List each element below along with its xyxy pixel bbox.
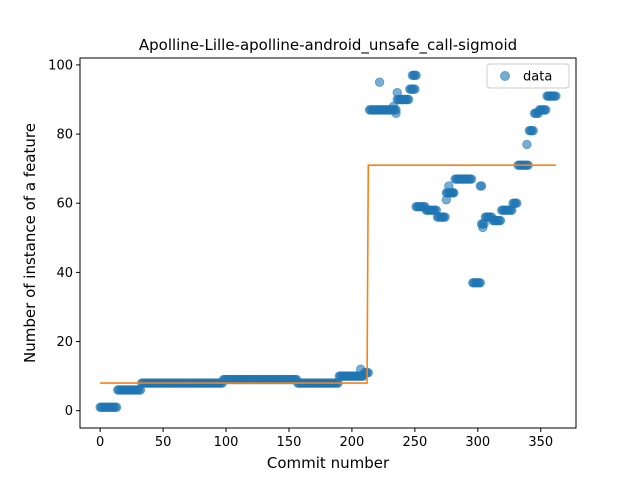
fit-line [100,164,556,384]
data-point [475,278,486,288]
data-point [391,108,401,119]
x-tick-label: 350 [528,435,553,450]
data-point [411,70,421,80]
x-tick-label: 150 [277,435,302,450]
data-point [447,188,458,198]
data-point [522,139,532,150]
data-point [437,212,448,222]
data-point [410,84,420,94]
legend-marker-data [500,71,510,81]
x-tick-label: 50 [155,435,172,450]
data-point [478,222,488,233]
data-point [363,367,373,378]
data-point [466,174,477,184]
plot-area [95,70,561,412]
data-point [111,402,122,412]
axes-frame [79,57,577,429]
y-tick-label: 60 [56,197,73,212]
data-point [397,94,407,105]
data-point [551,91,561,101]
y-tick-label: 0 [65,404,73,419]
x-tick-label: 100 [214,435,239,450]
y-tick-label: 100 [48,58,73,73]
data-point [392,87,402,98]
data-point [495,215,506,226]
x-tick-label: 200 [340,435,365,450]
y-axis-title: Number of instance of a feature [21,123,39,363]
legend-box [486,63,570,89]
y-tick-label: 80 [56,128,73,143]
y-tick-label: 40 [56,266,73,281]
data-point [541,105,551,115]
data-point [356,364,366,374]
data-point [528,125,538,136]
x-tick-label: 0 [96,435,104,450]
x-tick-label: 300 [465,435,490,450]
chart-title: Apolline-Lille-apolline-android_unsafe_c… [139,36,517,55]
x-axis-title: Commit number [267,454,390,472]
x-tick-label: 250 [402,435,427,450]
legend: data [486,63,570,89]
axis-ticks: 0 50 100 150 200 250 300 350 0 20 40 60 80 100 [48,58,553,450]
legend-label-data: data [523,70,552,85]
data-point [512,198,522,208]
data-point [476,181,487,191]
y-tick-label: 20 [56,335,73,350]
data-point [374,77,385,87]
